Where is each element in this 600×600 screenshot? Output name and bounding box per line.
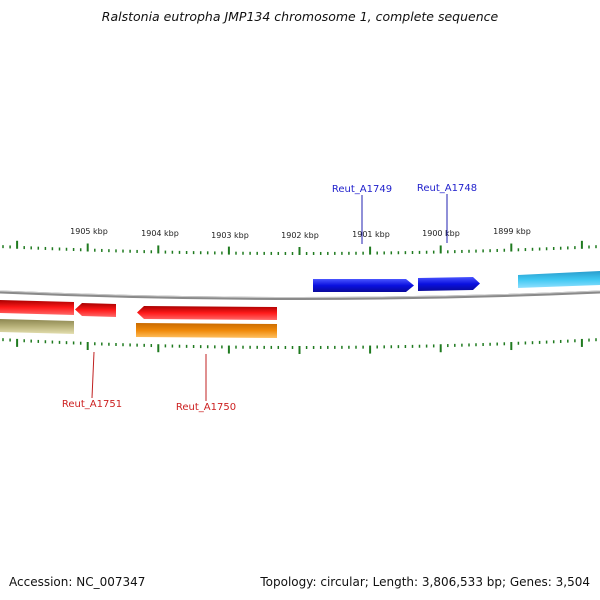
ruler-labels: 1905 kbp 1904 kbp 1903 kbp 1902 kbp 1901…	[70, 227, 531, 240]
reverse-feature-left-red[interactable]	[0, 300, 74, 315]
gene-feature-reut-a1750[interactable]	[137, 306, 277, 320]
upper-tick-row	[2, 240, 597, 255]
gene-feature-reut-a1749[interactable]	[313, 279, 414, 292]
reverse-feature-olive[interactable]	[0, 319, 74, 334]
accession-text: Accession: NC_007347	[9, 575, 146, 589]
ruler-label-1905: 1905 kbp	[70, 227, 108, 236]
gene-labels: Reut_A1749 Reut_A1748 Reut_A1751 Reut_A1…	[62, 183, 477, 413]
gene-feature-reut-a1751[interactable]	[75, 303, 116, 317]
map-title: Ralstonia eutropha JMP134 chromosome 1, …	[101, 9, 499, 24]
leader-reut-a1751	[91, 351, 95, 399]
gene-label-reut-a1750[interactable]: Reut_A1750	[176, 402, 236, 413]
reverse-feature-orange[interactable]	[136, 323, 277, 338]
chromosome-backbone	[0, 290, 600, 300]
ruler-label-1902: 1902 kbp	[281, 231, 319, 240]
gene-label-reut-a1749[interactable]: Reut_A1749	[332, 184, 392, 195]
gene-label-reut-a1751[interactable]: Reut_A1751	[62, 399, 122, 410]
gene-label-leaders	[91, 194, 448, 401]
lower-tick-row	[2, 338, 597, 354]
topology-summary: Topology: circular; Length: 3,806,533 bp…	[260, 575, 590, 589]
ruler-label-1901: 1901 kbp	[352, 230, 390, 239]
ruler-label-1900: 1900 kbp	[422, 229, 460, 238]
gene-label-reut-a1748[interactable]: Reut_A1748	[417, 183, 477, 194]
ruler-label-1903: 1903 kbp	[211, 231, 249, 240]
rna-feature-cyan[interactable]	[518, 271, 600, 288]
gene-feature-reut-a1748[interactable]	[418, 277, 480, 291]
ruler-label-1899: 1899 kbp	[493, 227, 531, 236]
ruler-label-1904: 1904 kbp	[141, 229, 179, 238]
